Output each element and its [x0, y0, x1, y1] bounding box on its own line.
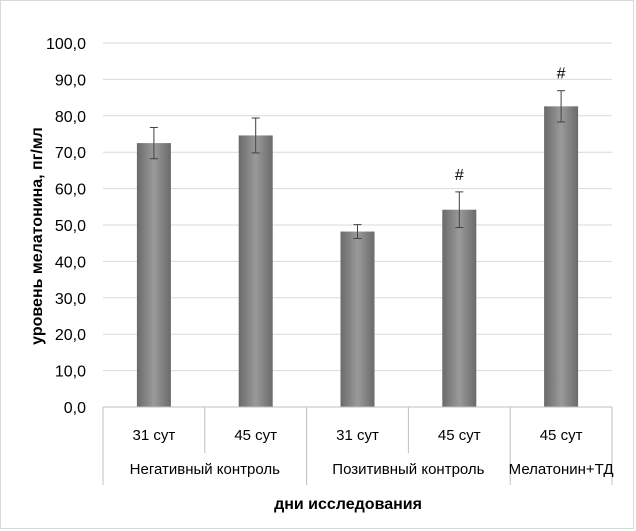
y-axis-title: уровень мелатонина, пг/мл: [29, 127, 46, 345]
gridlines: [103, 42, 612, 372]
y-tick-label: 30,0: [55, 291, 86, 308]
y-tick-label: 80,0: [55, 109, 86, 126]
x-category-label: 31 сут: [336, 427, 379, 444]
bar: [544, 106, 579, 407]
bar: [340, 231, 375, 407]
y-tick-label: 90,0: [55, 72, 86, 89]
y-tick-label: 70,0: [55, 145, 86, 162]
x-group-label: Негативный контроль: [130, 461, 280, 478]
significance-mark: #: [557, 66, 566, 83]
y-tick-label: 40,0: [55, 254, 86, 271]
x-group-label: Позитивный контроль: [332, 461, 484, 478]
significance-mark: #: [455, 167, 464, 184]
bars: ##: [136, 66, 579, 407]
x-group-label: Мелатонин+ТД: [509, 461, 614, 478]
x-axis-title: дни исследования: [274, 496, 422, 513]
x-category-label: 45 сут: [540, 427, 583, 444]
bar: [238, 135, 273, 407]
bar: [136, 143, 171, 407]
y-tick-label: 0,0: [64, 400, 86, 417]
x-category-label: 45 сут: [234, 427, 277, 444]
y-tick-label: 10,0: [55, 364, 86, 381]
y-tick-label: 50,0: [55, 218, 86, 235]
x-category-label: 31 сут: [133, 427, 176, 444]
x-axis: 31 сут 45 сут 31 сут 45 сут 45 сут Негативный…: [102, 406, 614, 485]
y-tick-label: 100,0: [46, 36, 86, 53]
y-tick-label: 20,0: [55, 327, 86, 344]
y-axis-ticks: 0,0 10,0 20,0 30,0 40,0 50,0 60,0 70,0 80,0 90,0 1…: [46, 36, 86, 417]
bar: [442, 209, 477, 407]
x-category-label: 45 сут: [438, 427, 481, 444]
y-tick-label: 60,0: [55, 182, 86, 199]
